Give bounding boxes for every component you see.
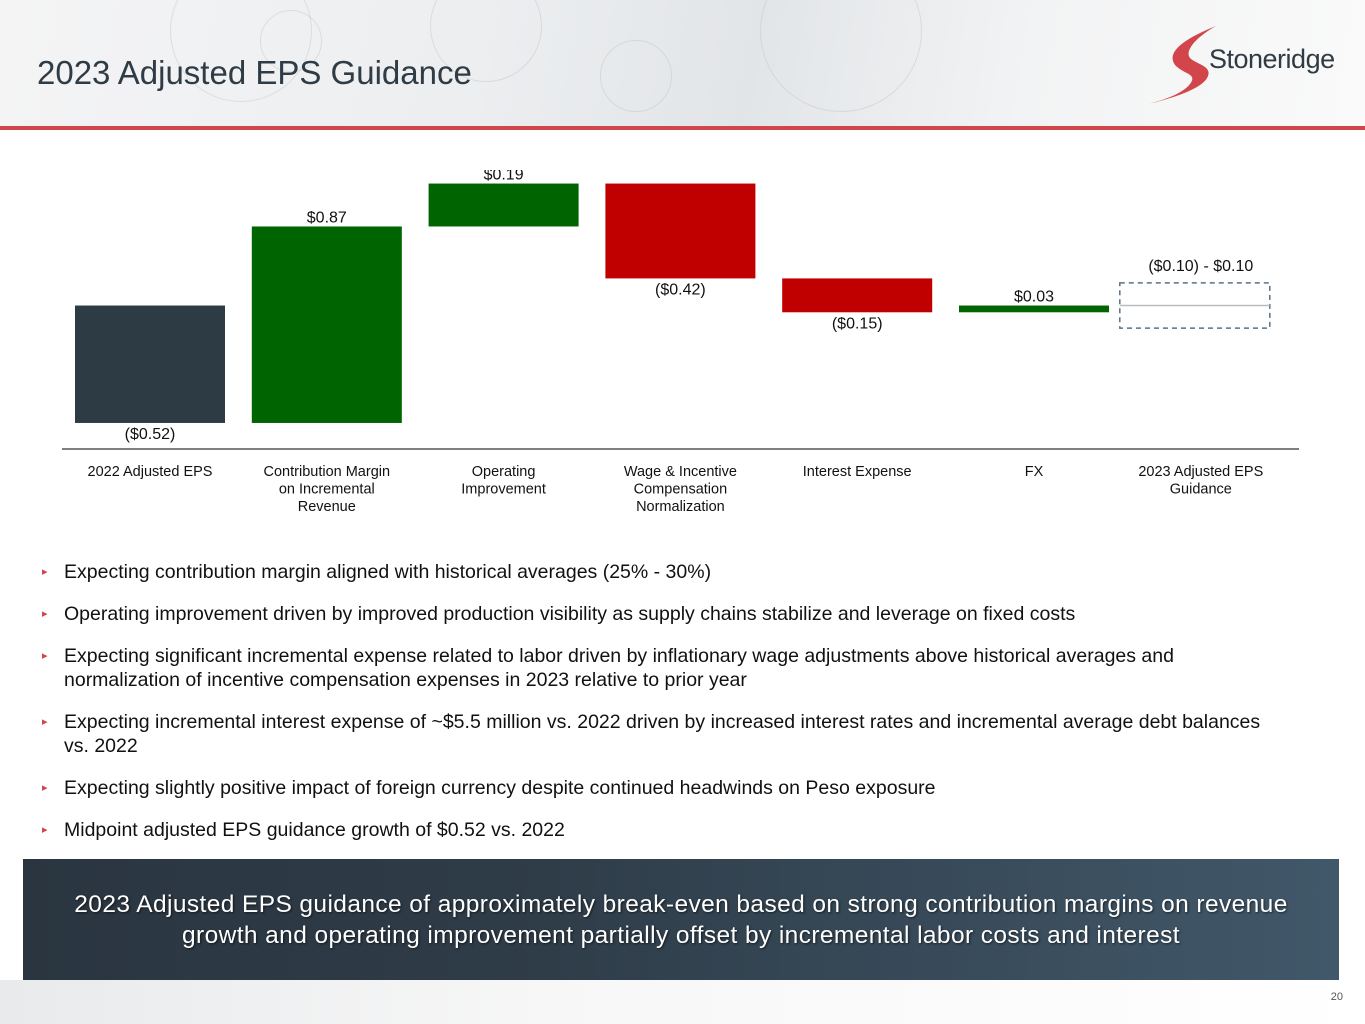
page-number: 20 (1330, 991, 1343, 1003)
waterfall-bar (959, 305, 1109, 313)
bullet-item: ▸ Expecting contribution margin aligned w… (42, 560, 1282, 584)
bullet-text: Operating improvement driven by improved… (64, 603, 1076, 625)
summary-banner: 2023 Adjusted EPS guidance of approximat… (23, 859, 1339, 980)
bullet-arrow-icon: ▸ (42, 782, 48, 794)
waterfall-bar (782, 278, 933, 313)
footer-background (0, 980, 1365, 1024)
category-tick-label: on Incremental (279, 482, 375, 498)
bullet-item: ▸ Expecting incremental interest expense … (42, 710, 1282, 758)
bullet-text: Expecting slightly positive impact of fo… (64, 777, 936, 799)
eps-waterfall-chart: ($0.52) 2022 Adjusted EPS $0.87 Contributio… (62, 170, 1299, 515)
waterfall-bar (428, 183, 579, 227)
category-tick-label: FX (1025, 464, 1044, 480)
logo-wordmark: Stoneridge (1209, 44, 1335, 74)
data-label: $0.87 (307, 209, 347, 226)
bullet-item: ▸ Expecting significant incremental expen… (42, 644, 1282, 692)
category-tick-label: 2023 Adjusted EPS (1138, 464, 1263, 480)
waterfall-bar (75, 305, 225, 423)
category-tick-label: Revenue (298, 499, 356, 515)
bullet-text: Expecting significant incremental expens… (64, 645, 1174, 691)
data-label: ($0.10) - $0.10 (1148, 258, 1253, 275)
bullet-arrow-icon: ▸ (42, 650, 48, 662)
waterfall-bar (251, 226, 402, 423)
bullet-arrow-icon: ▸ (42, 566, 48, 578)
bullet-item: ▸ Expecting slightly positive impact of f… (42, 776, 1282, 800)
category-tick-label: 2022 Adjusted EPS (88, 464, 213, 480)
data-label: ($0.15) (832, 315, 883, 332)
header-accent-line (0, 126, 1365, 130)
bullet-arrow-icon: ▸ (42, 608, 48, 620)
bullet-list: ▸ Expecting contribution margin aligned w… (42, 560, 1282, 860)
header-background (0, 0, 1365, 126)
data-label: ($0.52) (125, 426, 176, 443)
category-tick-label: Normalization (636, 499, 725, 515)
category-tick-label: Operating (472, 464, 536, 480)
bullet-arrow-icon: ▸ (42, 716, 48, 728)
category-tick-label: Interest Expense (803, 464, 912, 480)
category-tick-label: Contribution Margin (264, 464, 391, 480)
waterfall-bar (605, 183, 756, 279)
bullet-item: ▸ Operating improvement driven by improve… (42, 602, 1282, 626)
page-title: 2023 Adjusted EPS Guidance (37, 54, 472, 91)
bullet-item: ▸ Midpoint adjusted EPS guidance growth o… (42, 818, 1282, 842)
bullet-text: Midpoint adjusted EPS guidance growth of… (64, 819, 565, 841)
bullet-text: Expecting contribution margin aligned wi… (64, 561, 712, 583)
bullet-text: Expecting incremental interest expense o… (64, 711, 1261, 757)
data-label: $0.19 (484, 170, 524, 184)
data-label: $0.03 (1014, 289, 1054, 306)
summary-banner-text: 2023 Adjusted EPS guidance of approximat… (74, 890, 1288, 949)
category-tick-label: Wage & Incentive (624, 464, 737, 480)
category-tick-label: Improvement (461, 482, 546, 498)
stoneridge-logo-icon (1148, 26, 1216, 104)
bullet-arrow-icon: ▸ (42, 824, 48, 836)
category-tick-label: Guidance (1170, 482, 1232, 498)
data-label: ($0.42) (655, 281, 706, 298)
category-tick-label: Compensation (634, 482, 728, 498)
